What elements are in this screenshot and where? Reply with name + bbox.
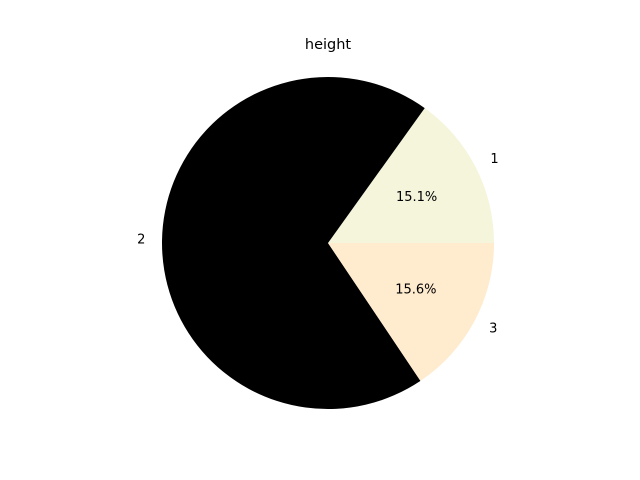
pie-slices	[161, 76, 494, 409]
pie-slice-3	[328, 243, 494, 381]
pie-slice-1	[328, 108, 494, 243]
slice-label-3: 3	[489, 321, 497, 336]
slice-label-2: 2	[137, 233, 145, 248]
chart-title: height	[305, 37, 352, 53]
slice-label-1: 1	[490, 152, 498, 167]
pie-slice-2	[161, 76, 425, 409]
slice-percent-1: 15.1%	[396, 190, 437, 205]
pie-labels: 1 15.1% 2 3 15.6%	[137, 152, 499, 336]
slice-percent-3: 15.6%	[395, 282, 436, 297]
